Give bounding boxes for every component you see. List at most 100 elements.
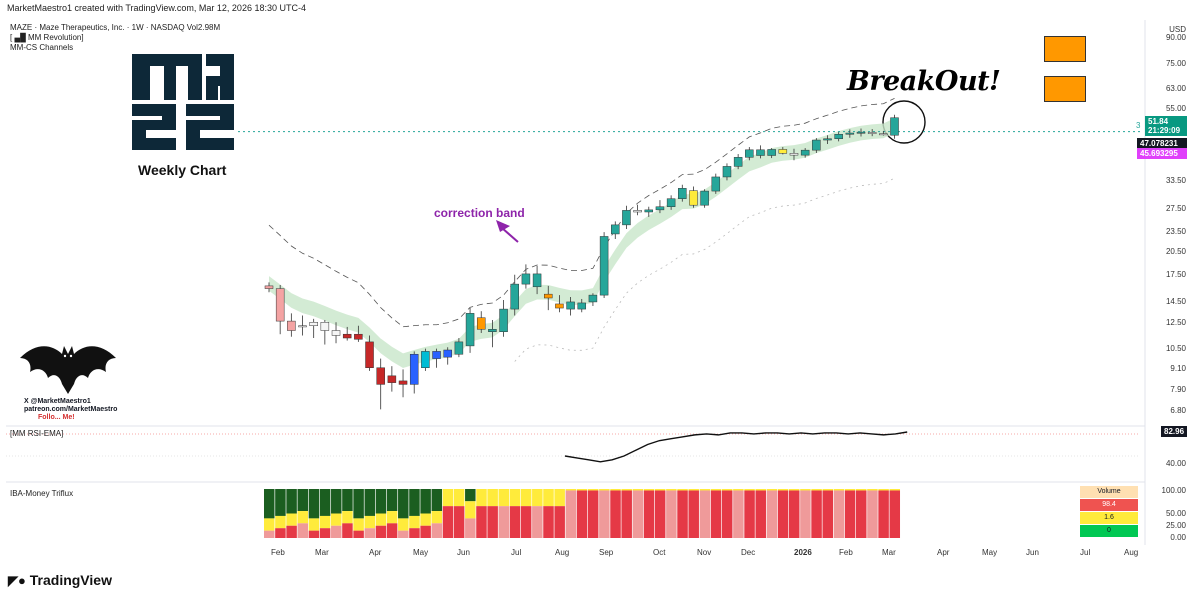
flow-red-segment: [275, 528, 286, 538]
candle: [812, 138, 821, 153]
candle: [264, 282, 274, 293]
candle: [655, 200, 665, 214]
rsi-value-badge: 82.96: [1161, 426, 1187, 437]
flow-yellow-segment: [319, 515, 331, 529]
flow-column: [688, 489, 699, 538]
flow-column: [666, 489, 677, 538]
candle: [354, 325, 363, 342]
flow-yellow-segment: [520, 489, 532, 507]
candle: [789, 148, 799, 161]
candle: [633, 204, 642, 216]
volume-value-yellow: 1.6: [1080, 512, 1138, 525]
candle: [409, 351, 419, 394]
tradingview-logo[interactable]: ◤● TradingView: [8, 572, 112, 589]
indicator-legend-revolution[interactable]: [ ▄█ MM Revolution]: [10, 33, 84, 42]
flow-tick-100: 100.00: [1161, 486, 1186, 495]
flow-column: [766, 489, 778, 538]
flow-red-segment: [699, 490, 711, 538]
flow-yellow-segment: [621, 489, 632, 491]
candle-body: [309, 321, 318, 326]
flow-yellow-segment: [554, 489, 565, 507]
candle-body: [398, 380, 408, 385]
candle-body: [778, 149, 788, 154]
candle-body: [856, 131, 866, 134]
level-badge-1: 47.078231: [1137, 138, 1187, 149]
flow-column: [465, 489, 476, 538]
flow-green-segment: [386, 489, 398, 512]
candle-body: [421, 351, 430, 368]
price-tick-label: 90.00: [1165, 32, 1186, 42]
flow-yellow-segment: [766, 489, 778, 491]
flow-yellow-segment: [811, 489, 822, 491]
candle-body: [867, 132, 877, 134]
flow-red-segment: [766, 490, 778, 538]
flow-red-segment: [498, 506, 510, 538]
candle: [488, 319, 497, 348]
flow-yellow-segment: [878, 489, 889, 491]
time-axis-label: May: [413, 548, 429, 557]
candle: [566, 297, 575, 316]
price-tick-label: 20.50: [1165, 246, 1186, 256]
flow-red-segment: [777, 490, 789, 538]
flow-column: [632, 489, 644, 538]
flow-green-segment: [308, 489, 320, 519]
candle-body: [488, 329, 497, 332]
time-axis-label: Mar: [882, 548, 896, 557]
candle-body: [476, 317, 486, 330]
flow-red-segment: [878, 490, 889, 538]
candle-body: [577, 302, 587, 310]
flow-column: [532, 489, 543, 538]
candle: [767, 148, 776, 159]
flow-yellow-segment: [889, 489, 901, 491]
candle-body: [454, 341, 464, 355]
flow-red-segment: [364, 528, 376, 538]
price-tick-label: 75.00: [1165, 59, 1186, 69]
last-price: 51.84: [1148, 117, 1169, 126]
candle-body: [499, 308, 508, 332]
flow-red-segment: [532, 506, 543, 538]
flow-yellow-segment: [699, 489, 711, 491]
flow-column: [319, 489, 331, 538]
flow-green-segment: [409, 489, 420, 516]
candle-body: [666, 198, 676, 207]
flow-yellow-segment: [420, 513, 431, 526]
flow-yellow-segment: [777, 489, 789, 491]
candle-body: [387, 375, 397, 383]
candle: [733, 154, 743, 170]
candle-body: [678, 188, 687, 199]
indicator-legend-channels[interactable]: MM-CS Channels: [10, 43, 74, 52]
flow-yellow-segment: [565, 489, 577, 491]
flow-red-segment: [822, 490, 833, 538]
flow-tick-0: 0.00: [1170, 533, 1186, 542]
candle: [834, 132, 843, 142]
flow-pane-title[interactable]: IBA-Money Triflux: [10, 489, 74, 498]
flow-red-segment: [800, 490, 811, 538]
flow-yellow-segment: [331, 513, 342, 526]
flow-yellow-segment: [856, 489, 867, 491]
flow-yellow-segment: [643, 489, 655, 491]
candle: [432, 348, 441, 368]
flow-column: [431, 489, 443, 538]
flow-red-segment: [409, 528, 420, 538]
flow-green-segment: [342, 489, 353, 512]
candle: [722, 163, 732, 181]
time-axis-label: Mar: [315, 548, 329, 557]
flow-yellow-segment: [297, 511, 309, 524]
time-axis-label: Apr: [369, 548, 382, 557]
bat-logo-icon: [20, 346, 116, 394]
flow-green-segment: [364, 489, 376, 516]
flow-yellow-segment: [576, 489, 588, 491]
candle: [611, 221, 620, 240]
rsi-pane-title[interactable]: [MM RSI-EMA]: [10, 429, 64, 438]
symbol-legend[interactable]: MAZE · Maze Therapeutics, Inc. · 1W · NA…: [10, 23, 221, 32]
time-axis-label: Nov: [697, 548, 712, 557]
candle: [756, 145, 765, 159]
flow-column: [509, 489, 521, 538]
candle-body: [644, 209, 654, 213]
flow-column: [587, 489, 599, 538]
price-tick-label: 55.00: [1165, 104, 1186, 114]
flow-green-segment: [275, 489, 286, 516]
flow-column: [800, 489, 811, 538]
flow-red-segment: [599, 490, 610, 538]
